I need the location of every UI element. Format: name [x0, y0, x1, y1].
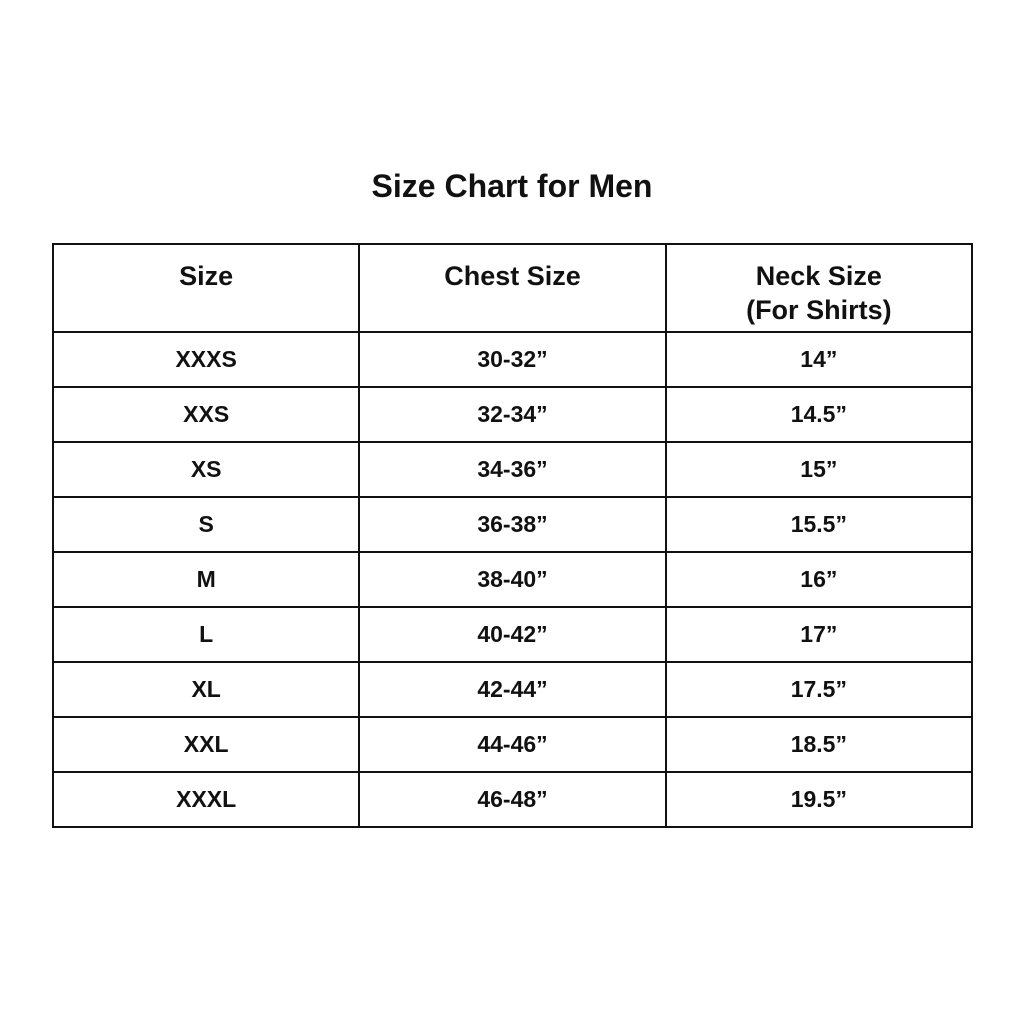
header-neck-size-note: (For Shirts): [746, 295, 892, 325]
header-size: Size: [51, 243, 361, 333]
cell-chest-size: 38-40”: [358, 551, 667, 608]
cell-size: S: [51, 496, 361, 553]
cell-chest-size: 32-34”: [358, 386, 667, 443]
header-neck-size: Neck Size (For Shirts): [664, 243, 974, 333]
cell-neck-size: 16”: [664, 551, 974, 608]
size-table: Size Chest Size Neck Size (For Shirts) X…: [51, 243, 974, 828]
cell-neck-size: 15.5”: [664, 496, 974, 553]
table-row: XL 42-44” 17.5”: [51, 661, 974, 718]
table-row: XXXS 30-32” 14”: [51, 331, 974, 388]
header-neck-size-label: Neck Size: [755, 261, 882, 291]
cell-size: XXXS: [51, 331, 361, 388]
header-chest-size: Chest Size: [358, 243, 667, 333]
table-row: M 38-40” 16”: [51, 551, 974, 608]
table-row: XXXL 46-48” 19.5”: [51, 771, 974, 828]
cell-size: M: [51, 551, 361, 608]
cell-size: L: [51, 606, 361, 663]
table-row: L 40-42” 17”: [51, 606, 974, 663]
page-title: Size Chart for Men: [371, 168, 653, 204]
cell-chest-size: 44-46”: [358, 716, 667, 773]
cell-chest-size: 42-44”: [358, 661, 667, 718]
cell-neck-size: 19.5”: [664, 771, 974, 828]
table-row: XXS 32-34” 14.5”: [51, 386, 974, 443]
cell-chest-size: 46-48”: [358, 771, 667, 828]
cell-size: XXS: [51, 386, 361, 443]
table-row: XS 34-36” 15”: [51, 441, 974, 498]
cell-chest-size: 36-38”: [358, 496, 667, 553]
table-header-row: Size Chest Size Neck Size (For Shirts): [51, 243, 974, 333]
cell-neck-size: 14.5”: [664, 386, 974, 443]
table-row: XXL 44-46” 18.5”: [51, 716, 974, 773]
cell-size: XXXL: [51, 771, 361, 828]
cell-neck-size: 17.5”: [664, 661, 974, 718]
cell-chest-size: 30-32”: [358, 331, 667, 388]
cell-chest-size: 40-42”: [358, 606, 667, 663]
cell-size: XXL: [51, 716, 361, 773]
cell-neck-size: 15”: [664, 441, 974, 498]
cell-neck-size: 17”: [664, 606, 974, 663]
cell-size: XL: [51, 661, 361, 718]
cell-neck-size: 14”: [664, 331, 974, 388]
cell-size: XS: [51, 441, 361, 498]
table-row: S 36-38” 15.5”: [51, 496, 974, 553]
cell-chest-size: 34-36”: [358, 441, 667, 498]
cell-neck-size: 18.5”: [664, 716, 974, 773]
